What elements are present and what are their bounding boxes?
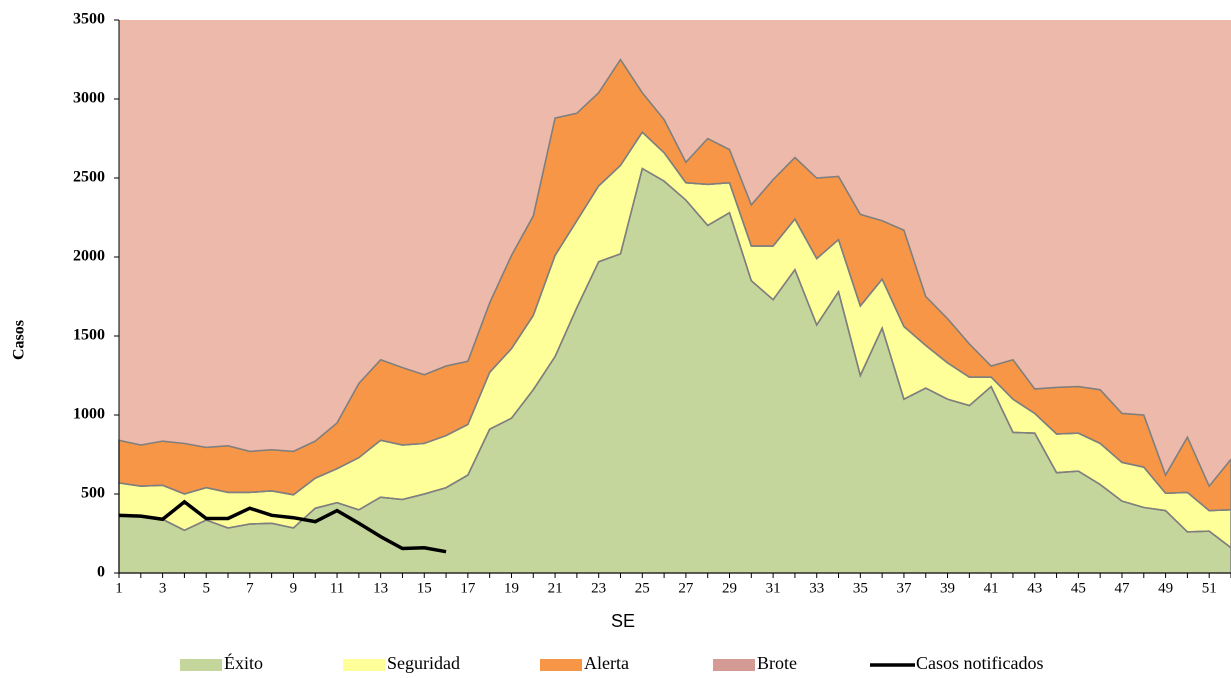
x-tick-label: 5 bbox=[202, 580, 210, 596]
x-tick-label: 39 bbox=[940, 580, 955, 596]
x-tick-label: 15 bbox=[417, 580, 432, 596]
x-tick-label: 51 bbox=[1202, 580, 1217, 596]
x-tick-label: 25 bbox=[635, 580, 650, 596]
legend-swatch bbox=[180, 659, 222, 671]
x-tick-label: 45 bbox=[1071, 580, 1086, 596]
x-tick-label: 11 bbox=[330, 580, 344, 596]
x-axis-label: SE bbox=[611, 611, 635, 631]
x-tick-label: 47 bbox=[1114, 580, 1130, 596]
area-edge bbox=[118, 131, 1231, 512]
y-tick-label: 3000 bbox=[73, 90, 105, 107]
x-tick-label: 49 bbox=[1158, 580, 1173, 596]
area bbox=[119, 20, 1231, 487]
y-tick-label: 500 bbox=[81, 485, 105, 502]
x-tick-label: 37 bbox=[896, 580, 912, 596]
x-tick-label: 43 bbox=[1027, 580, 1042, 596]
legend-swatch bbox=[343, 659, 385, 671]
y-tick-label: 0 bbox=[97, 564, 105, 581]
legend-swatch bbox=[540, 659, 582, 671]
legend-label: Éxito bbox=[224, 652, 263, 673]
line bbox=[118, 499, 447, 554]
x-tick-label: 29 bbox=[722, 580, 737, 596]
x-tick-label: 3 bbox=[159, 580, 167, 596]
x-tick-label: 19 bbox=[504, 580, 519, 596]
legend-label: Casos notificados bbox=[916, 653, 1044, 673]
y-tick-label: 2500 bbox=[73, 169, 105, 186]
y-tick-label: 3500 bbox=[73, 11, 105, 28]
area-edge bbox=[118, 58, 1231, 488]
x-tick-label: 27 bbox=[678, 580, 694, 596]
x-tick-label: 7 bbox=[246, 580, 254, 596]
y-tick-label: 1500 bbox=[73, 327, 105, 344]
x-tick-label: 41 bbox=[984, 580, 999, 596]
y-tick-label: 2000 bbox=[73, 248, 105, 265]
legend-label: Brote bbox=[757, 653, 797, 673]
x-tick-label: 21 bbox=[548, 580, 563, 596]
x-tick-label: 13 bbox=[373, 580, 388, 596]
x-tick-label: 9 bbox=[290, 580, 298, 596]
legend-swatch bbox=[713, 659, 755, 671]
x-tick-label: 1 bbox=[115, 580, 123, 596]
legend-label: Alerta bbox=[584, 653, 629, 673]
x-tick-label: 31 bbox=[766, 580, 781, 596]
x-tick-label: 23 bbox=[591, 580, 606, 596]
legend-label: Seguridad bbox=[387, 653, 460, 673]
x-tick-label: 35 bbox=[853, 580, 868, 596]
x-tick-label: 17 bbox=[460, 580, 476, 596]
y-tick-label: 1000 bbox=[73, 406, 105, 423]
x-tick-label: 33 bbox=[809, 580, 824, 596]
y-axis-label: Casos bbox=[11, 320, 28, 360]
